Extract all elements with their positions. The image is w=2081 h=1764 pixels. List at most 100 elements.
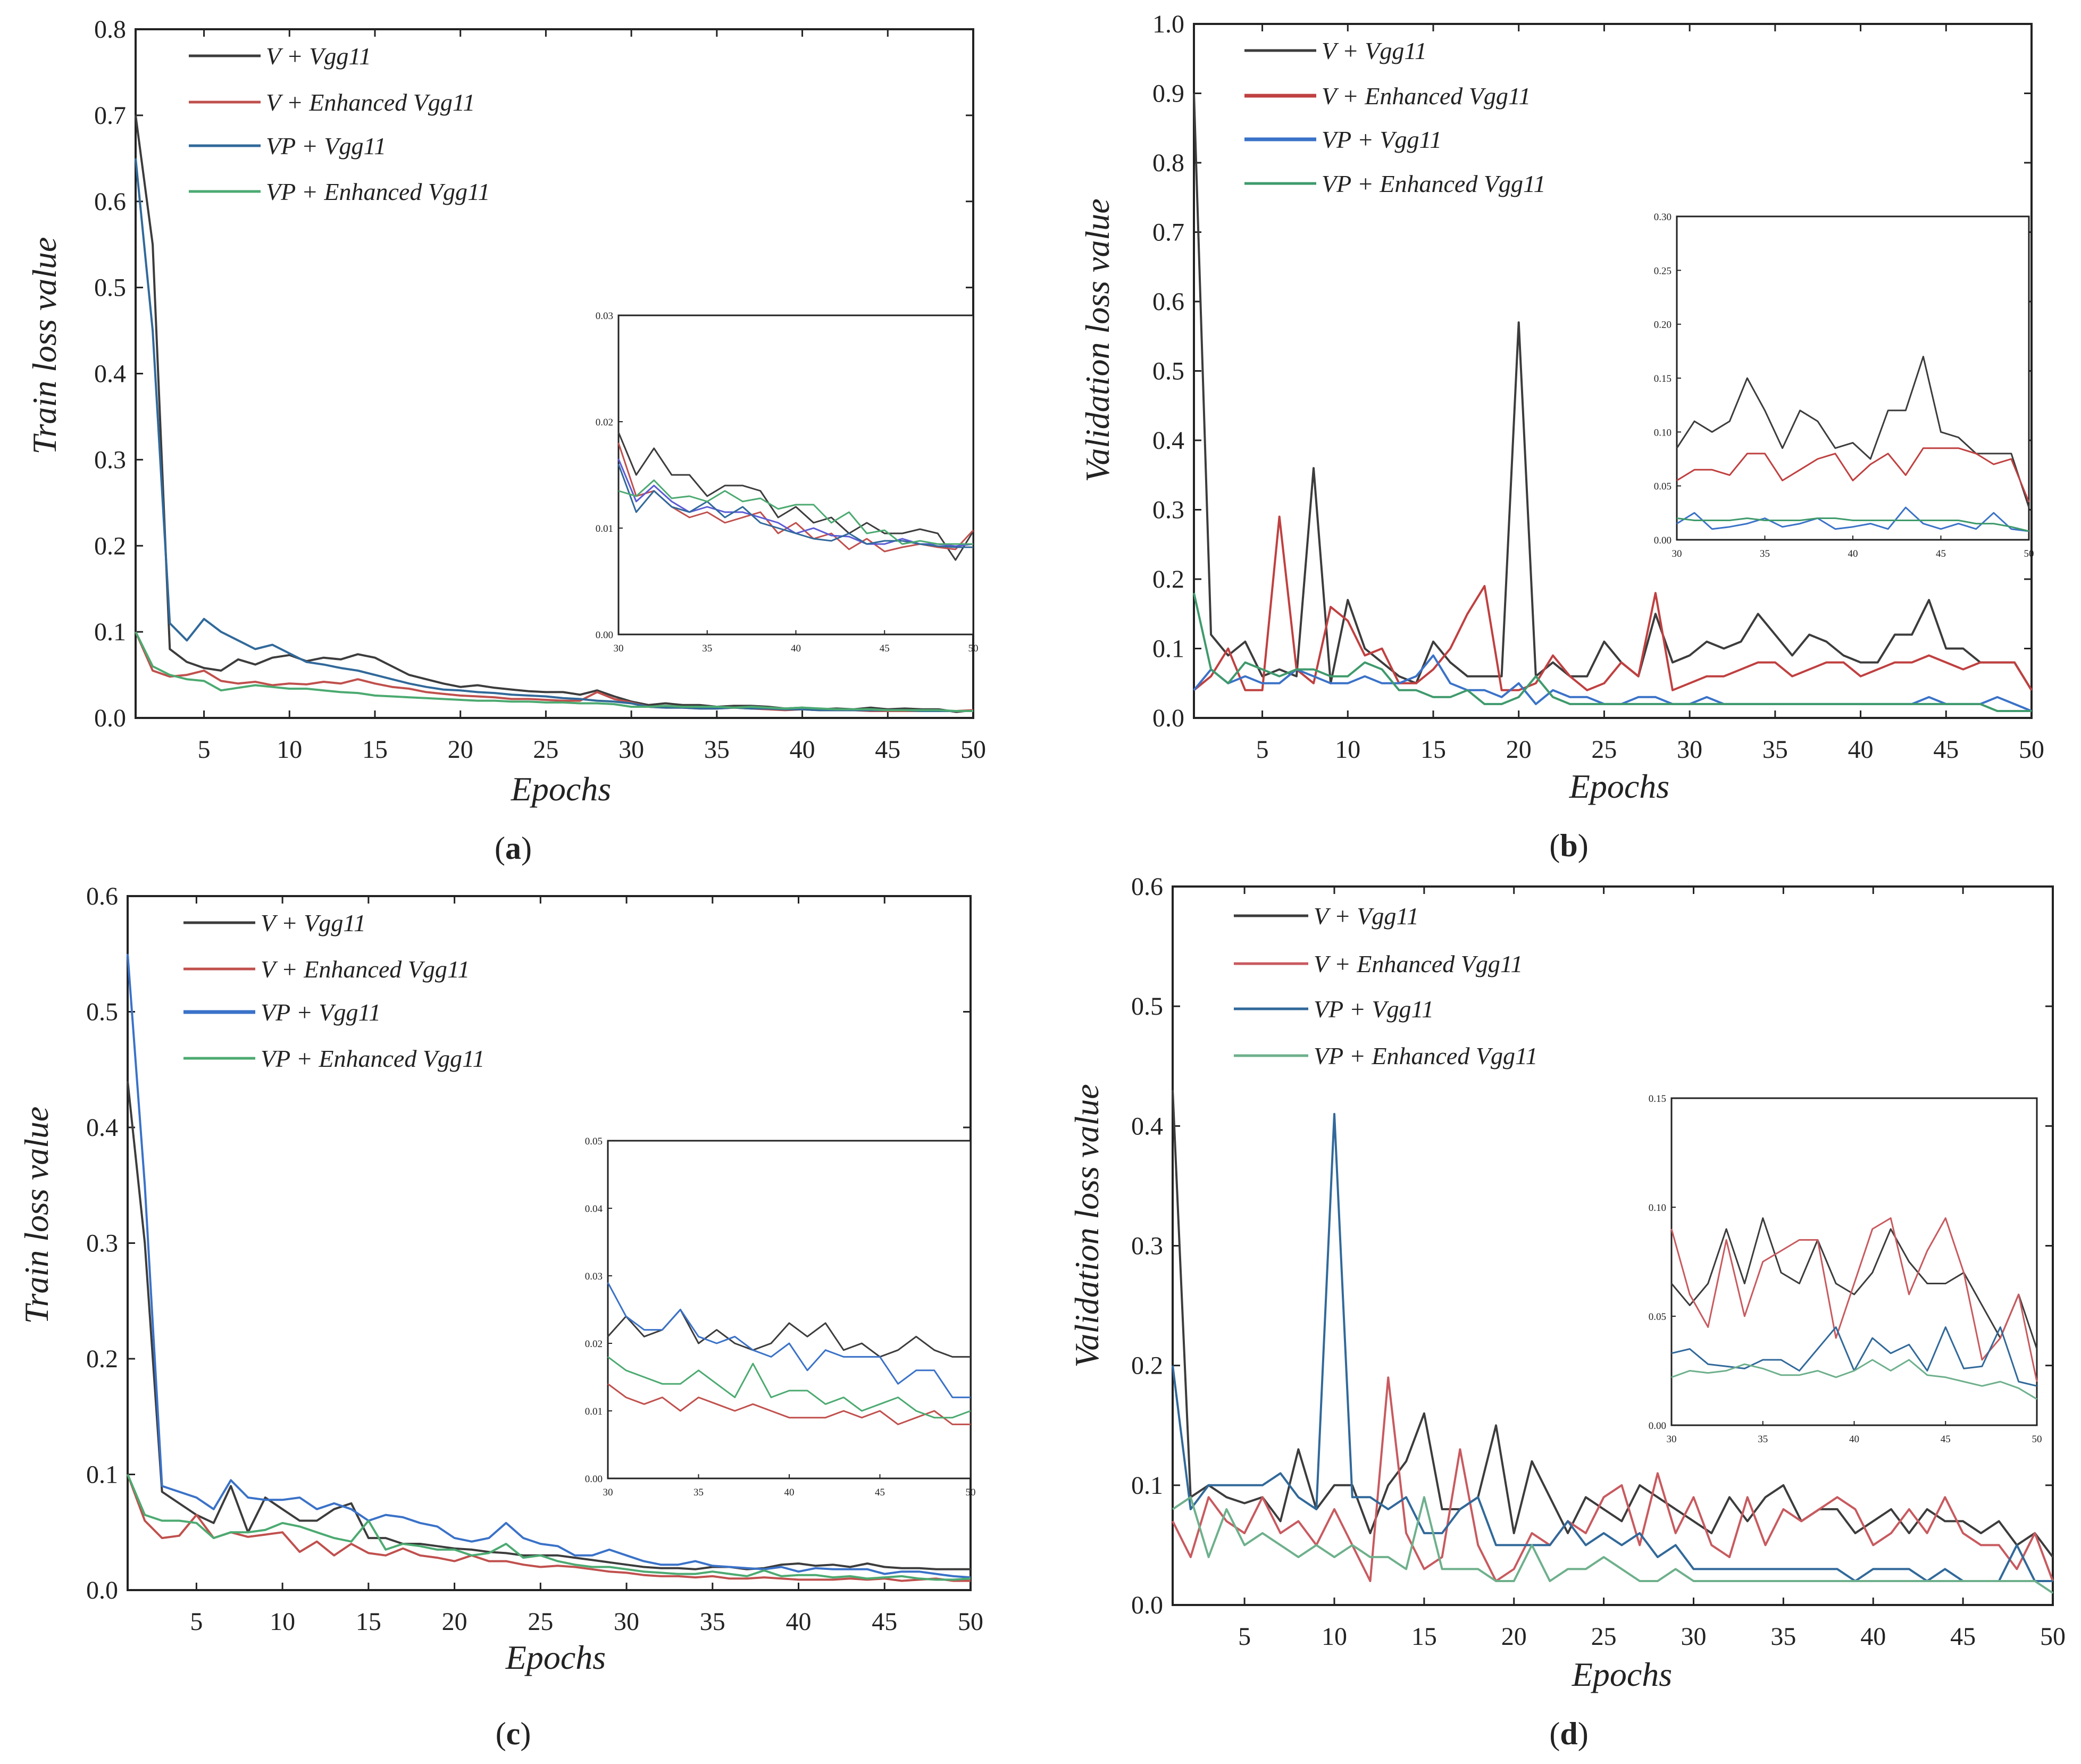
panel-a-inset-x-tick-label: 35 (702, 643, 712, 654)
panel-d-y-tick-label: 0.2 (1131, 1352, 1163, 1380)
legend-label-v-vgg11: V + Vgg11 (266, 43, 371, 70)
panel-a-x-tick-label: 30 (619, 735, 644, 764)
panel-c-inset-x-tick-label: 45 (875, 1487, 885, 1498)
panel-b-caption-letter: b (1560, 828, 1577, 863)
panel-d-inset-series-line-2 (1670, 1217, 2038, 1382)
panel-b-x-tick-label: 35 (1762, 735, 1788, 764)
panel-d-caption-letter: d (1560, 1716, 1577, 1751)
panel-c-plot: 5 10 15 20 25 30 35 40 45 50 0.0 0.1 0.2 0.3 0.4 0.5 0.6… (86, 882, 983, 1636)
panel-b-inset-y-tick-label: 0.25 (1654, 265, 1672, 277)
panel-c-x-tick-label: 40 (786, 1608, 812, 1636)
panel-a-inset-series-line-5 (618, 479, 973, 545)
panel-b-inset-x-tick-label: 40 (1848, 548, 1858, 559)
panel-a-series-vp-enhanced-vgg11 (135, 631, 973, 712)
panel-d-caption: (d) (1549, 1716, 1588, 1751)
panel-d-series-vp-vgg11 (1172, 1113, 2053, 1582)
panel-a-y-tick-label: 0.8 (94, 15, 126, 44)
panel-b-inset-background (1677, 216, 2029, 540)
panel-d-inset-series-line-1 (1670, 1217, 2038, 1349)
panel-b-y-tick-label: 0.8 (1152, 149, 1184, 177)
panel-b-series-vp-enhanced-vgg11 (1193, 592, 2032, 712)
panel-c-y-tick-label: 0.1 (86, 1461, 118, 1489)
panel-d-inset-x-tick-label: 35 (1758, 1434, 1768, 1445)
panel-d-x-tick-label: 10 (1322, 1623, 1347, 1651)
panel-b-x-tick-label: 20 (1506, 735, 1532, 764)
panel-b-xlabel: Epochs (1569, 767, 1669, 805)
panel-c-x-tick-label: 50 (958, 1608, 983, 1636)
panel-c-y-tick-label: 0.2 (86, 1345, 118, 1373)
panel-a-series-v-enhanced-vgg11 (135, 631, 974, 712)
panel-d-ylabel: Validation loss value (1068, 1084, 1106, 1367)
panel-d-x-tick-label: 50 (2040, 1623, 2066, 1651)
panel-b-inset-series-line-2 (1676, 447, 2030, 503)
panel-a-y-tick-label: 0.3 (94, 446, 126, 474)
panel-b-y-tick-label: 0.9 (1152, 80, 1184, 108)
panel-a-inset-series-line-4 (617, 464, 973, 548)
legend-label-v-vgg11: V + Vgg11 (1314, 902, 1419, 930)
panel-a-inset-x-tick-label: 30 (614, 643, 624, 654)
panel-d-series-v-enhanced-vgg11 (1172, 1376, 2054, 1582)
legend-label-vp-enhanced-vgg11: VP + Enhanced Vgg11 (1314, 1042, 1538, 1069)
panel-b-y-tick-label: 0.2 (1152, 565, 1184, 593)
panel-c-x-tick-label: 30 (614, 1608, 639, 1636)
panel-b-x-tick-label: 50 (2019, 735, 2044, 764)
panel-a-x-tick-label: 15 (362, 735, 388, 764)
panel-a-inset-x-tick-label: 45 (880, 643, 890, 654)
panel-d-inset-y-tick-label: 0.10 (1649, 1202, 1666, 1214)
panel-a-x-tick-label: 10 (277, 735, 302, 764)
panel-a-x-tick-label: 50 (960, 735, 986, 764)
panel-d-y-tick-label: 0.3 (1131, 1232, 1163, 1260)
panel-a-inset-series-line-1 (617, 432, 974, 561)
panel-d-x-tick-label: 30 (1681, 1623, 1706, 1651)
panel-a-inset-y-tick-label: 0.02 (596, 417, 613, 428)
panel-a-inset-x-tick-label: 40 (791, 643, 801, 654)
panel-d-inset-series-line-4 (1671, 1359, 2037, 1400)
panel-d-inset-x-tick-label: 30 (1667, 1434, 1677, 1445)
panel-c-x-tick-label: 10 (270, 1608, 295, 1636)
panel-a-y-tick-label: 0.2 (94, 532, 126, 560)
panel-d-inset-y-tick-label: 0.00 (1649, 1420, 1666, 1432)
panel-c-series-vp-enhanced-vgg11 (127, 1474, 971, 1581)
panel-b-y-tick-label: 0.4 (1152, 427, 1184, 455)
panel-d-x-tick-label: 15 (1411, 1623, 1437, 1651)
panel-b-legend: V + Vgg11 V + Enhanced Vgg11 VP + Vgg11 … (1244, 37, 1546, 197)
panel-a-x-tick-label: 20 (448, 735, 473, 764)
panel-c: 5 10 15 20 25 30 35 40 45 50 0.0 0.1 0.2 0.3 0.4 0.5 0.6… (18, 882, 983, 1751)
panel-a: 5 10 15 20 25 30 35 40 45 50 0.0 0.1 0.2 0.3 0.4 0.5 0.6… (26, 15, 986, 866)
panel-d-xlabel: Epochs (1572, 1656, 1672, 1693)
panel-d-y-tick-label: 0.5 (1131, 992, 1163, 1021)
panel-c-inset-y-tick-label: 0.03 (585, 1271, 603, 1282)
panel-d-inset-y-tick-label: 0.05 (1649, 1311, 1666, 1323)
panel-b-inset-y-tick-label: 0.05 (1654, 481, 1672, 492)
legend-label-vp-vgg11: VP + Vgg11 (1314, 996, 1434, 1023)
panel-b-inset-x-tick-label: 50 (2024, 548, 2034, 559)
panel-a-x-tick-label: 40 (790, 735, 815, 764)
panel-b-x-tick-label: 30 (1677, 735, 1702, 764)
panel-c-inset-x-tick-label: 50 (966, 1487, 976, 1498)
panel-a-x-tick-label: 45 (875, 735, 900, 764)
panel-b-x-tick-label: 25 (1591, 735, 1617, 764)
panel-c-inset-y-tick-label: 0.05 (585, 1136, 603, 1147)
panel-d-plot: 5 10 15 20 25 30 35 40 45 50 0.0 0.1 0.2 0.3 0.4 0.5 0.6… (1131, 873, 2066, 1651)
panel-c-inset-series-line-2 (607, 1383, 971, 1425)
panel-c-inset-series-line-4 (607, 1356, 971, 1419)
panel-c-inset-y-tick-label: 0.04 (585, 1203, 603, 1215)
panel-a-caption: (a) (495, 831, 532, 866)
panel-b-ylabel: Validation loss value (1079, 198, 1116, 482)
panel-b-inset-series-line-4 (1676, 517, 2029, 532)
panel-c-series-v-enhanced-vgg11 (127, 1474, 971, 1582)
panel-a-inset-x-tick-label: 50 (968, 643, 979, 654)
panel-d-inset-x-tick-label: 45 (1941, 1434, 1951, 1445)
panel-b-inset-x-tick-label: 35 (1760, 548, 1770, 559)
legend-label-v-enhanced-vgg11: V + Enhanced Vgg11 (1314, 950, 1523, 977)
panel-b-x-tick-label: 5 (1256, 735, 1269, 764)
panel-c-x-tick-label: 5 (190, 1608, 203, 1636)
panel-c-caption-letter: c (506, 1716, 521, 1751)
legend-label-vp-vgg11: VP + Vgg11 (1322, 126, 1442, 153)
panel-a-plot: 5 10 15 20 25 30 35 40 45 50 0.0 0.1 0.2 0.3 0.4 0.5 0.6… (94, 15, 986, 764)
panel-a-y-tick-label: 0.4 (94, 360, 126, 388)
panel-c-x-tick-label: 35 (700, 1608, 725, 1636)
panel-d-legend: V + Vgg11 V + Enhanced Vgg11 VP + Vgg11 … (1234, 902, 1538, 1069)
panel-b-inset-y-tick-label: 0.10 (1654, 427, 1672, 438)
panel-d-x-tick-label: 40 (1860, 1623, 1886, 1651)
